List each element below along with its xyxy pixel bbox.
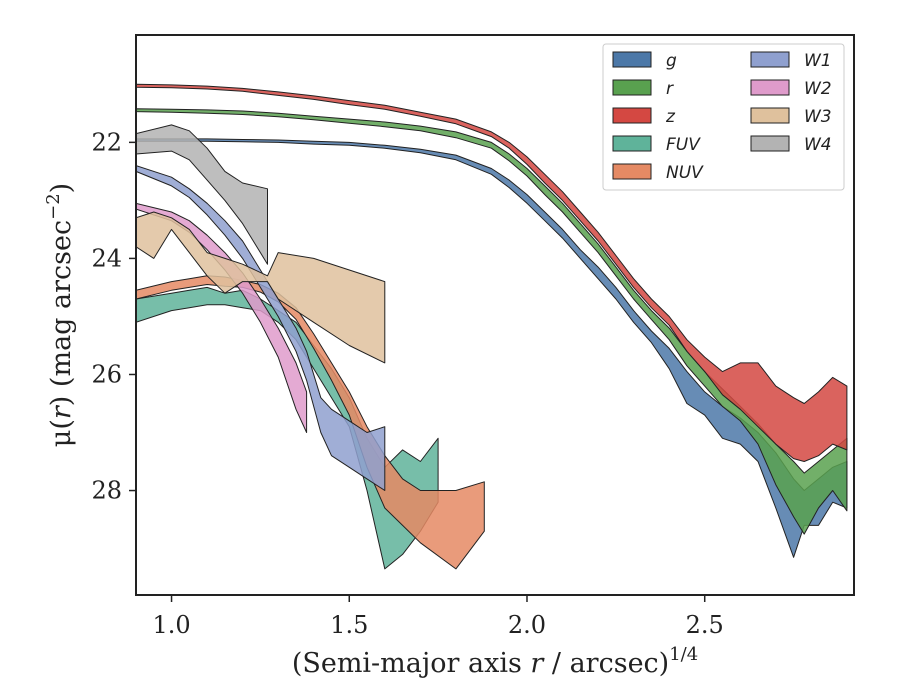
x-tick-label: 1.5	[330, 611, 368, 639]
band-W3	[136, 211, 386, 364]
x-axis-label: (Semi-major axis r / arcsec)1/4	[292, 644, 698, 679]
legend-swatch-W4	[750, 135, 790, 152]
x-tick-label: 2.5	[686, 611, 724, 639]
legend-swatch-NUV	[612, 163, 652, 180]
legend-label-r: r	[666, 79, 674, 99]
legend-label-z: z	[665, 107, 676, 127]
legend-swatch-W1	[750, 51, 790, 68]
legend-label-W4: W4	[804, 135, 832, 155]
legend-label-NUV: NUV	[666, 163, 704, 183]
legend-swatch-r	[612, 79, 652, 96]
legend-swatch-g	[612, 51, 652, 68]
legend-swatch-W2	[750, 79, 790, 96]
band-W1	[136, 165, 386, 491]
y-axis-label: μ(r) (mag arcsec−2)	[43, 183, 77, 447]
x-tick-label: 1.0	[152, 611, 190, 639]
x-tick-label: 2.0	[508, 611, 546, 639]
plot-frame	[135, 34, 855, 596]
legend-swatch-W3	[750, 107, 790, 124]
y-tick-label: 26	[91, 360, 122, 388]
legend-label-W2: W2	[804, 79, 832, 99]
series-bands	[136, 83, 848, 570]
legend-label-W1: W1	[804, 51, 832, 71]
legend: grz FUV NUV W1 W2 W3 W4	[602, 43, 845, 191]
legend-swatch-z	[612, 107, 652, 124]
x-axis: 1.0 1.5 2.0 2.5	[152, 595, 724, 639]
legend-label-FUV: FUV	[666, 135, 701, 155]
legend-swatch-FUV	[612, 135, 652, 152]
y-tick-label: 24	[91, 244, 122, 272]
y-tick-label: 22	[91, 128, 122, 156]
band-z	[136, 83, 848, 462]
y-axis: 22 24 26 28	[91, 128, 136, 505]
legend-label-g: g	[666, 51, 677, 71]
band-r	[136, 108, 848, 535]
band-W4	[136, 124, 268, 265]
legend-label-W3: W3	[804, 107, 832, 127]
y-tick-label: 28	[91, 477, 122, 505]
